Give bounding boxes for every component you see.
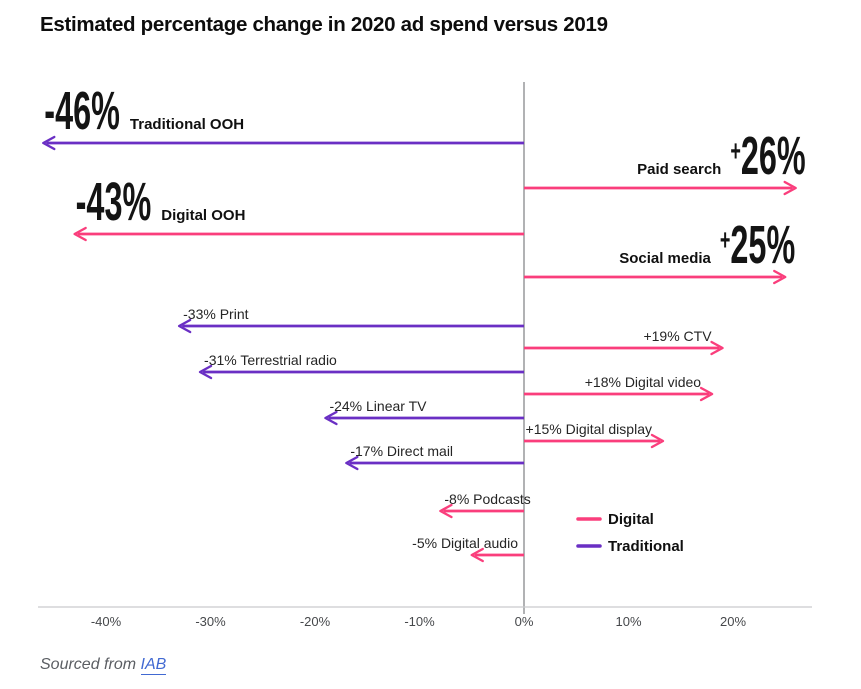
source-text: Sourced from	[40, 656, 137, 673]
row-label: +15% Digital display	[526, 421, 652, 437]
row-label: -31% Terrestrial radio	[204, 352, 337, 368]
row-ctv: +19% CTV	[524, 328, 724, 356]
arrow-head	[439, 503, 453, 519]
row-label: +19% CTV	[643, 328, 712, 344]
arrow-head	[773, 269, 787, 285]
arrow-head	[198, 364, 213, 380]
row-label: -24% Linear TV	[329, 398, 427, 414]
x-tick-label: -30%	[195, 614, 226, 629]
x-tick-label: -40%	[91, 614, 122, 629]
row-value-label: +25%	[720, 216, 795, 275]
row-label: -17% Direct mail	[350, 443, 453, 459]
row-name-label: Traditional OOH	[130, 116, 244, 133]
arrow-head	[42, 135, 56, 151]
row-label: -8% Podcasts	[444, 491, 530, 507]
x-tick-label: 20%	[720, 614, 746, 629]
row-value-label: -43%	[76, 173, 152, 232]
row-label: +18% Digital video	[585, 374, 702, 390]
arrow-head	[324, 410, 338, 426]
row-digital-ooh: -43% Digital OOH	[73, 173, 524, 242]
row-digital-video: +18% Digital video	[524, 374, 714, 402]
arrow-head	[73, 226, 87, 242]
arrow-head	[177, 318, 192, 334]
row-print: -33% Print	[177, 306, 524, 334]
arrow-head	[650, 433, 665, 449]
arrow-head	[470, 547, 484, 563]
row-podcasts: -8% Podcasts	[439, 491, 531, 519]
legend-item-digital: Digital	[576, 511, 654, 528]
row-terrestrial-radio: -31% Terrestrial radio	[198, 352, 524, 380]
row-name-label: Social media	[619, 250, 711, 267]
row-label: -5% Digital audio	[412, 535, 518, 551]
row-value-label: -46%	[44, 82, 120, 141]
x-tick-label: 0%	[515, 614, 534, 629]
row-label: -33% Print	[183, 306, 248, 322]
legend-label: Digital	[608, 511, 654, 528]
x-tick-label: -10%	[404, 614, 435, 629]
source-link-iab[interactable]: IAB	[140, 656, 167, 675]
legend-item-traditional: Traditional	[576, 538, 684, 555]
row-name-label: Paid search	[637, 161, 721, 178]
row-digital-audio: -5% Digital audio	[412, 535, 524, 563]
legend-label: Traditional	[608, 538, 684, 555]
x-tick-label: -20%	[300, 614, 331, 629]
row-direct-mail: -17% Direct mail	[345, 443, 524, 471]
row-social-media: +25% Social media	[524, 216, 795, 285]
row-linear-tv: -24% Linear TV	[324, 398, 524, 426]
page-title: Estimated percentage change in 2020 ad s…	[40, 13, 608, 36]
arrow-head	[710, 340, 724, 356]
source-attribution: Sourced from IAB	[40, 656, 167, 675]
arrow-head	[699, 386, 714, 402]
ad-spend-arrow-chart: -40% -30% -20% -10% 0% 10% 20% -46% Traditional …	[38, 82, 812, 629]
row-paid-search: +26% Paid search	[524, 127, 806, 196]
arrow-head	[345, 455, 359, 471]
row-name-label: Digital OOH	[161, 207, 245, 224]
x-tick-label: 10%	[615, 614, 641, 629]
row-traditional-ooh: -46% Traditional OOH	[42, 82, 524, 151]
row-digital-display: +15% Digital display	[524, 421, 665, 449]
arrow-head	[783, 180, 797, 196]
row-value-label: +26%	[730, 127, 805, 186]
